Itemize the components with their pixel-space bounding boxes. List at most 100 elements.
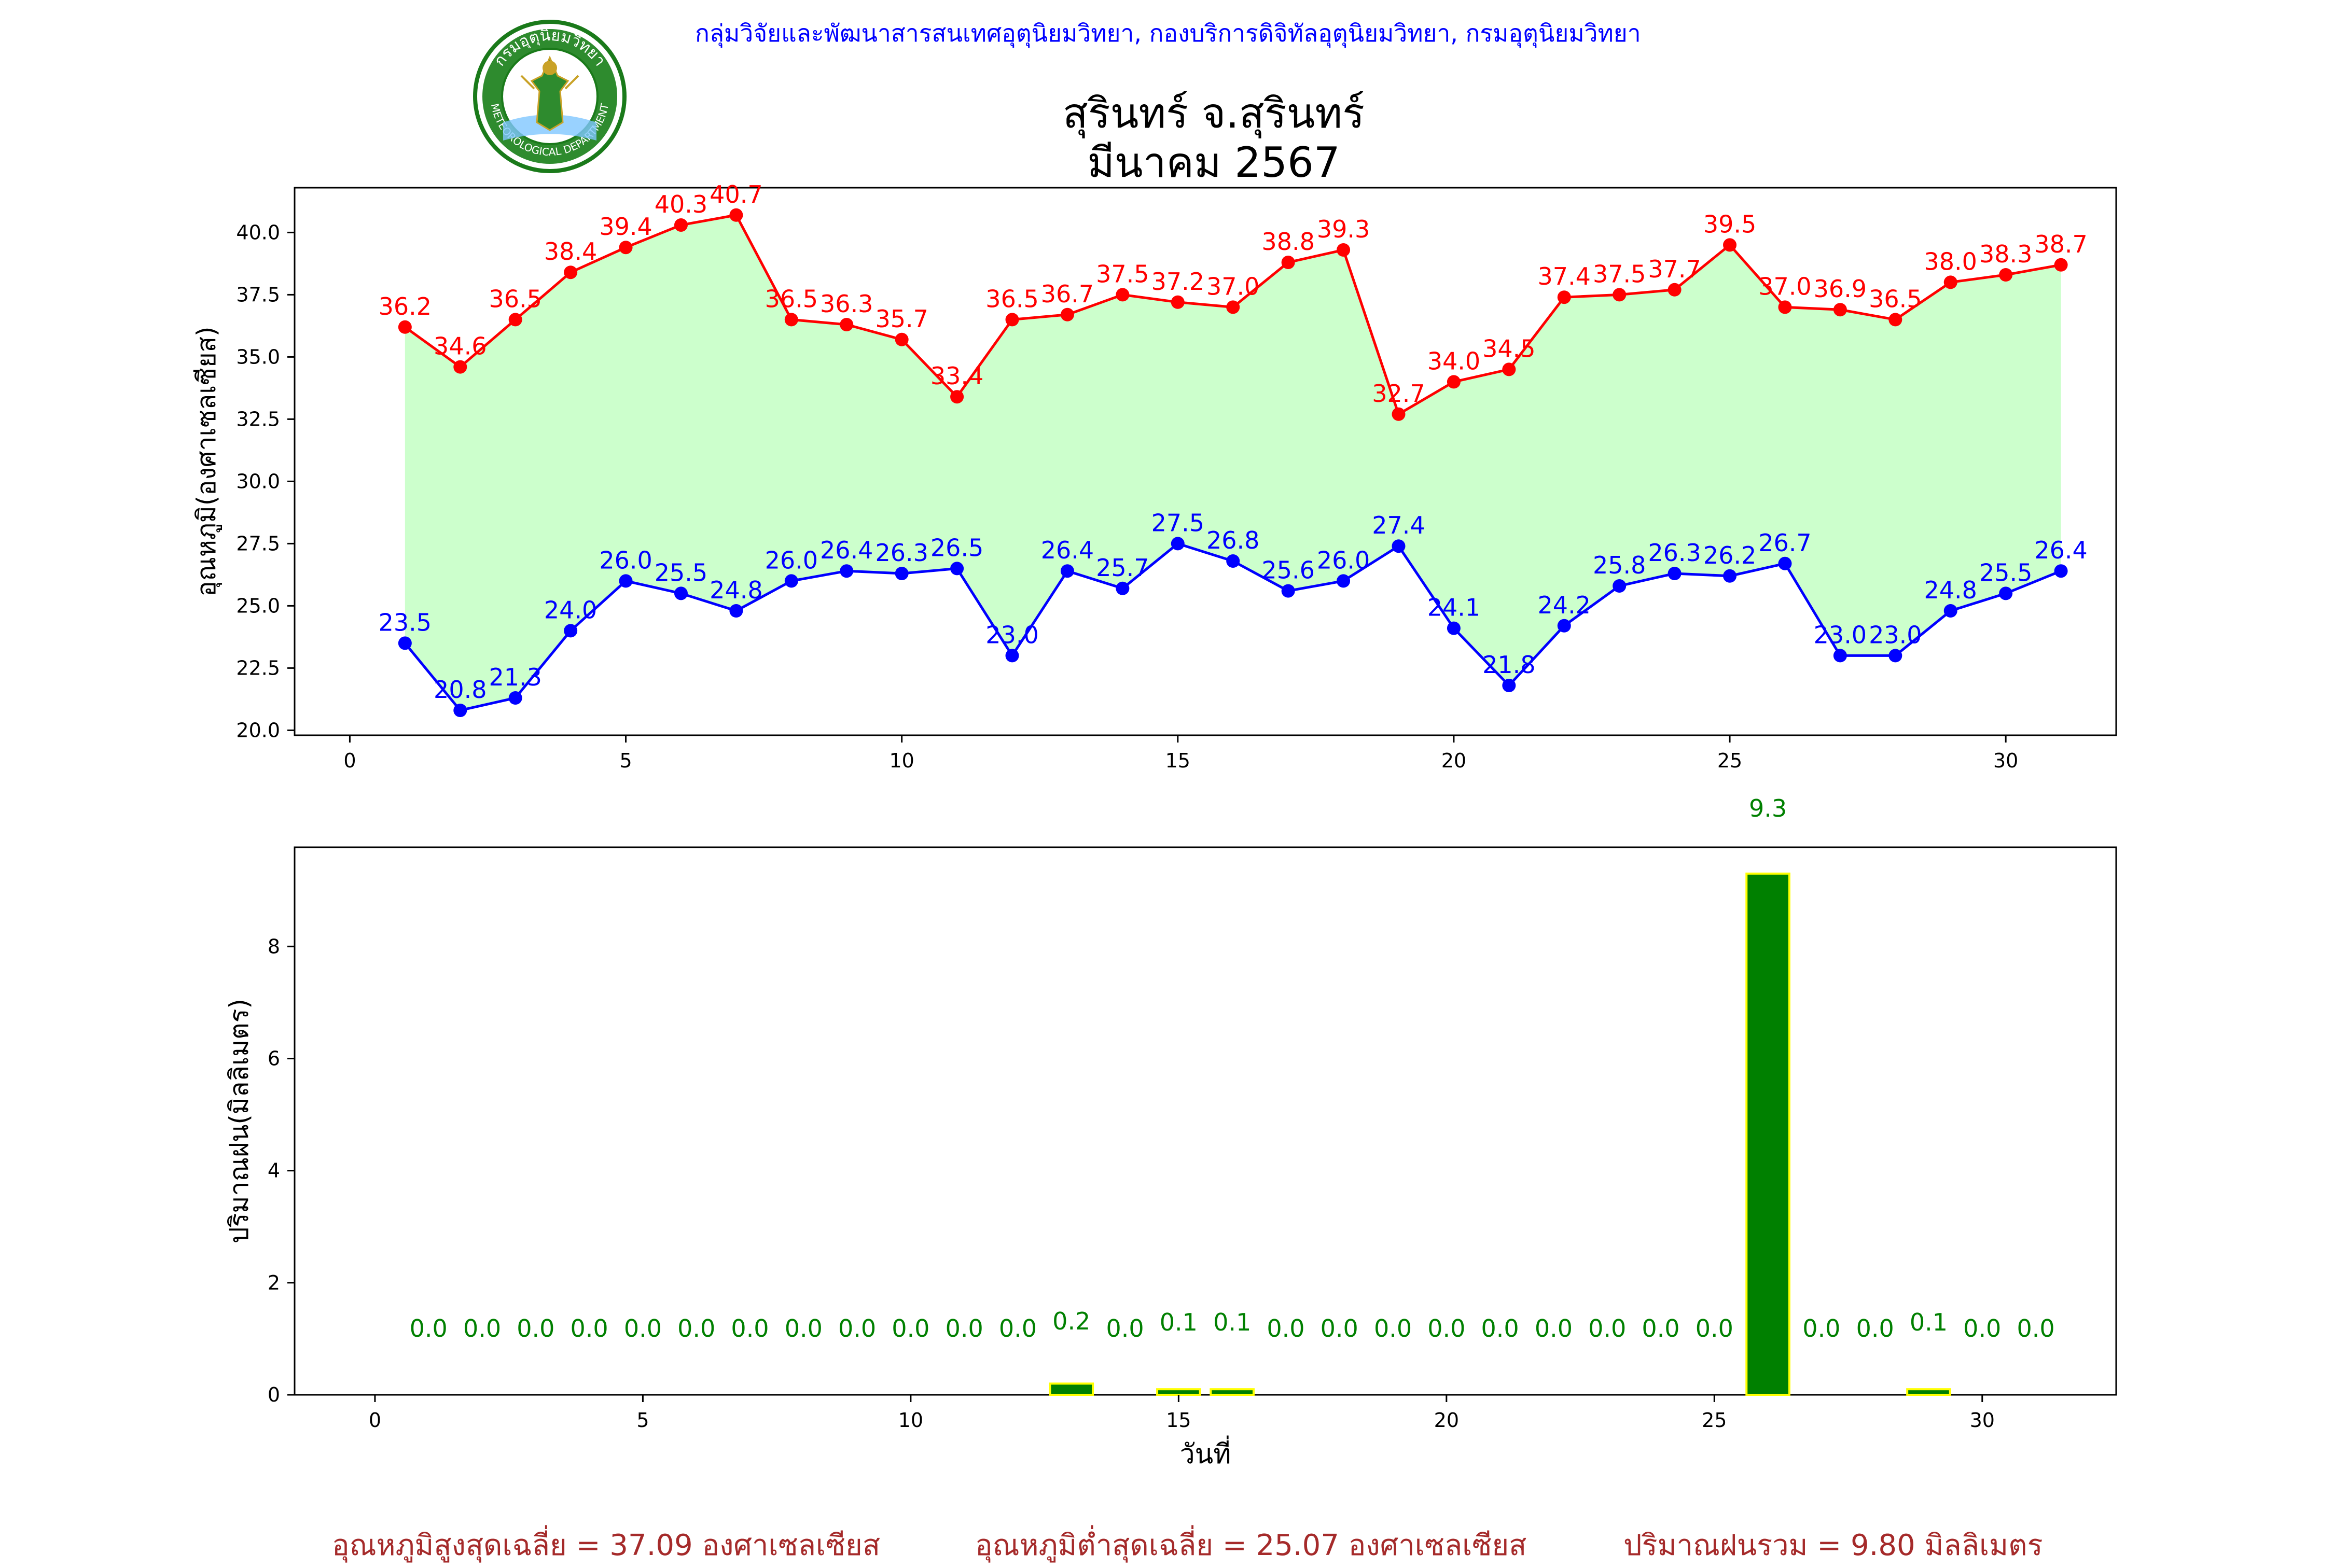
max-temperature-label: 32.7 bbox=[1372, 380, 1425, 408]
min-temperature-label: 25.5 bbox=[1979, 558, 2032, 586]
max-temperature-point bbox=[1833, 303, 1847, 317]
max-temperature-label: 36.5 bbox=[985, 285, 1038, 313]
max-temperature-label: 37.5 bbox=[1593, 260, 1646, 288]
max-temperature-label: 37.0 bbox=[1758, 272, 1811, 300]
max-temperature-label: 34.0 bbox=[1427, 347, 1480, 375]
min-temperature-label: 24.8 bbox=[710, 576, 762, 604]
rain-value-label: 0.0 bbox=[1963, 1314, 2001, 1342]
max-temperature-label: 39.4 bbox=[599, 213, 652, 241]
min-temperature-point bbox=[1833, 649, 1847, 663]
temperature-x-tick-label: 5 bbox=[619, 749, 632, 772]
rain-value-label: 0.0 bbox=[1481, 1314, 1519, 1342]
min-temperature-label: 26.5 bbox=[930, 534, 983, 562]
rain-bar bbox=[1049, 1382, 1094, 1396]
temperature-x-tick-label: 20 bbox=[1441, 749, 1466, 772]
max-temperature-label: 40.3 bbox=[655, 190, 707, 218]
min-temperature-label: 21.8 bbox=[1482, 651, 1535, 679]
max-temperature-label: 38.7 bbox=[2034, 230, 2087, 258]
max-temperature-point bbox=[564, 265, 578, 279]
max-temperature-point bbox=[1116, 288, 1130, 302]
min-temperature-label: 25.8 bbox=[1593, 551, 1646, 579]
rain-y-tick-label: 2 bbox=[268, 1271, 280, 1294]
rain-value-label: 0.0 bbox=[785, 1314, 823, 1342]
max-temperature-point bbox=[2054, 258, 2068, 272]
rain-value-label: 0.0 bbox=[731, 1314, 769, 1342]
max-temperature-label: 35.7 bbox=[875, 305, 928, 333]
min-temperature-point bbox=[1116, 581, 1130, 595]
temperature-x-tick-label: 15 bbox=[1165, 749, 1190, 772]
max-temperature-label: 37.7 bbox=[1648, 255, 1701, 283]
min-temperature-point bbox=[1171, 537, 1185, 551]
max-temperature-point bbox=[1943, 275, 1957, 289]
rain-y-tick-label: 6 bbox=[268, 1047, 280, 1070]
max-temperature-label: 36.5 bbox=[489, 285, 541, 313]
min-temperature-point bbox=[1999, 586, 2013, 600]
max-temperature-label: 39.3 bbox=[1317, 215, 1370, 243]
temperature-y-tick-label: 27.5 bbox=[236, 532, 280, 555]
rain-x-axis-label: วันที่ bbox=[1179, 1435, 1231, 1470]
rain-value-label: 0.0 bbox=[517, 1314, 554, 1342]
rain-value-label: 0.1 bbox=[1160, 1308, 1198, 1336]
min-temperature-point bbox=[1281, 584, 1295, 598]
rain-value-label: 0.0 bbox=[1642, 1314, 1679, 1342]
min-temperature-point bbox=[1778, 556, 1792, 570]
min-temperature-point bbox=[1447, 621, 1461, 635]
min-temperature-label: 25.6 bbox=[1261, 556, 1314, 584]
max-temperature-point bbox=[1888, 313, 1902, 327]
rain-value-label: 0.0 bbox=[1588, 1314, 1626, 1342]
max-temperature-label: 37.2 bbox=[1151, 268, 1204, 296]
min-temperature-point bbox=[2054, 564, 2068, 578]
min-temperature-point bbox=[1613, 579, 1627, 593]
max-temperature-point bbox=[674, 218, 688, 232]
max-temperature-label: 36.5 bbox=[765, 285, 818, 313]
max-temperature-point bbox=[1502, 362, 1516, 376]
footer-avg-max-temp: อุณหภูมิสูงสุดเฉลี่ย = 37.09 องศาเซลเซีย… bbox=[332, 1529, 881, 1562]
rain-value-label: 0.0 bbox=[1427, 1314, 1465, 1342]
min-temperature-label: 24.8 bbox=[1924, 576, 1977, 604]
min-temperature-label: 26.4 bbox=[1041, 536, 1094, 564]
temperature-y-tick-label: 35.0 bbox=[236, 345, 280, 368]
min-temperature-label: 24.2 bbox=[1538, 591, 1591, 619]
rain-value-label: 0.1 bbox=[1213, 1308, 1251, 1336]
agency-header: กลุ่มวิจัยและพัฒนาสารสนเทศอุตุนิยมวิทยา,… bbox=[695, 19, 1641, 47]
temperature-x-tick-label: 30 bbox=[1993, 749, 2018, 772]
min-temperature-label: 23.0 bbox=[985, 621, 1038, 649]
min-temperature-point bbox=[840, 564, 854, 578]
chart-title-period: มีนาคม 2567 bbox=[1087, 138, 1340, 187]
max-temperature-label: 37.5 bbox=[1096, 260, 1149, 288]
rain-y-tick-label: 0 bbox=[268, 1383, 280, 1406]
rain-value-label: 0.0 bbox=[2017, 1314, 2054, 1342]
max-temperature-point bbox=[729, 208, 743, 222]
rain-value-label: 0.0 bbox=[463, 1314, 501, 1342]
max-temperature-label: 36.7 bbox=[1041, 280, 1094, 308]
min-temperature-point bbox=[1943, 604, 1957, 618]
max-temperature-point bbox=[1613, 288, 1627, 302]
rain-value-label: 0.0 bbox=[571, 1314, 608, 1342]
max-temperature-label: 34.5 bbox=[1482, 334, 1535, 362]
rain-value-label: 0.0 bbox=[410, 1314, 448, 1342]
temperature-x-tick-label: 25 bbox=[1717, 749, 1742, 772]
max-temperature-label: 37.0 bbox=[1206, 272, 1259, 300]
max-temperature-point bbox=[784, 313, 798, 327]
min-temperature-point bbox=[1888, 649, 1902, 663]
rain-x-tick-label: 30 bbox=[1970, 1409, 1995, 1432]
rain-bar bbox=[1156, 1388, 1201, 1396]
min-temperature-point bbox=[1557, 619, 1571, 633]
max-temperature-label: 34.6 bbox=[434, 332, 487, 360]
rain-value-label: 0.0 bbox=[624, 1314, 662, 1342]
footer-avg-min-temp: อุณหภูมิต่ำสุดเฉลี่ย = 25.07 องศาเซลเซีย… bbox=[975, 1529, 1527, 1562]
rain-value-label: 0.0 bbox=[677, 1314, 715, 1342]
rain-y-tick-label: 4 bbox=[268, 1159, 280, 1182]
rain-value-label: 0.0 bbox=[838, 1314, 876, 1342]
rain-value-label: 0.0 bbox=[1535, 1314, 1573, 1342]
rain-value-label: 0.0 bbox=[1321, 1314, 1358, 1342]
min-temperature-point bbox=[453, 704, 467, 717]
temperature-plot-frame bbox=[294, 187, 2117, 736]
max-temperature-point bbox=[950, 390, 964, 404]
chart-title-station: สุรินทร์ จ.สุรินทร์ bbox=[1062, 89, 1365, 137]
min-temperature-label: 23.5 bbox=[379, 608, 432, 636]
min-temperature-label: 25.5 bbox=[655, 558, 707, 586]
min-temperature-point bbox=[950, 562, 964, 576]
min-temperature-label: 27.4 bbox=[1372, 511, 1425, 539]
min-temperature-label: 26.8 bbox=[1206, 526, 1259, 554]
